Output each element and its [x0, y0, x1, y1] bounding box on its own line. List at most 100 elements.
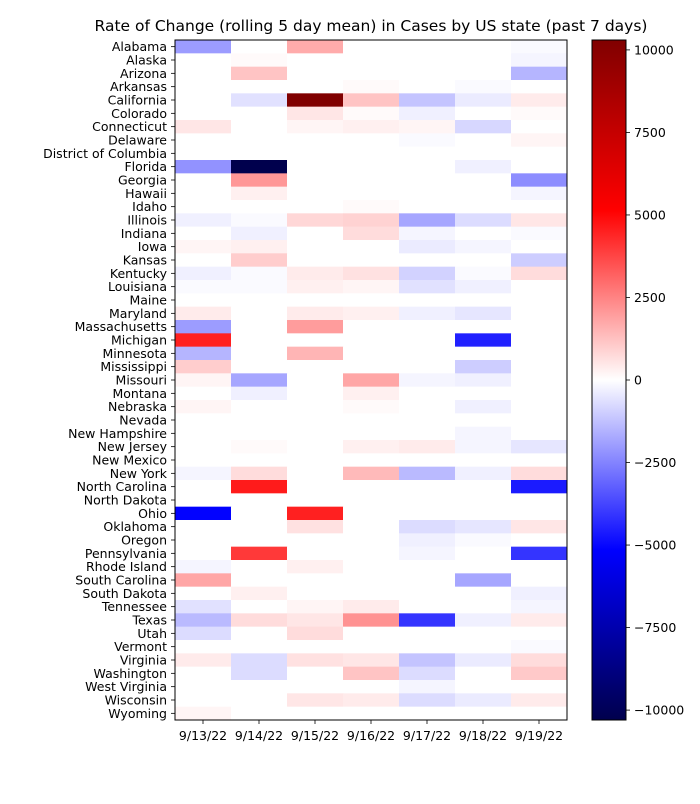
y-tick-label: Alabama	[112, 39, 167, 54]
heatmap-cell	[399, 160, 456, 174]
heatmap-cell	[399, 680, 456, 694]
y-tick-label: Florida	[124, 159, 167, 174]
y-tick-label: Wyoming	[108, 706, 167, 721]
y-tick-label: South Carolina	[75, 573, 167, 588]
heatmap-cell	[511, 226, 568, 241]
heatmap-cell	[287, 106, 344, 121]
heatmap-cell	[399, 600, 456, 614]
heatmap-cell	[511, 213, 568, 227]
heatmap-cell	[455, 466, 512, 481]
heatmap-cell	[511, 306, 568, 321]
heatmap-cell	[343, 666, 400, 681]
heatmap-cell	[175, 53, 232, 67]
heatmap-cell	[175, 360, 232, 374]
heatmap-cell	[287, 573, 344, 587]
heatmap-cell	[511, 40, 568, 54]
heatmap-cell	[399, 66, 456, 81]
heatmap-cell	[511, 680, 568, 694]
heatmap-cell	[343, 146, 400, 161]
heatmap-cell	[231, 66, 288, 81]
heatmap-cell	[231, 80, 288, 94]
heatmap-cell	[287, 680, 344, 694]
heatmap-cell	[343, 573, 400, 587]
heatmap-cell	[231, 106, 288, 121]
y-tick-label: Colorado	[111, 106, 167, 121]
heatmap-cell	[343, 160, 400, 174]
heatmap-cell	[231, 573, 288, 587]
heatmap-cell	[399, 533, 456, 547]
heatmap-cell	[343, 453, 400, 467]
heatmap-cell	[399, 653, 456, 667]
heatmap-cell	[455, 40, 512, 54]
heatmap-cell	[511, 400, 568, 414]
heatmap-cell	[343, 480, 400, 494]
y-tick-label: Mississippi	[100, 359, 167, 374]
heatmap-cell	[231, 386, 288, 401]
y-tick-label: District of Columbia	[43, 146, 167, 161]
heatmap-cell	[231, 680, 288, 694]
heatmap-cell	[399, 280, 456, 294]
heatmap-cell	[231, 200, 288, 214]
heatmap-cell	[455, 706, 512, 721]
heatmap-cell	[231, 400, 288, 414]
heatmap-cell	[175, 640, 232, 654]
y-tick-label: Texas	[131, 613, 167, 628]
heatmap-cell	[399, 453, 456, 467]
y-tick-label: New Hampshire	[68, 426, 167, 441]
y-tick-label: Oklahoma	[103, 519, 167, 534]
heatmap-cell	[455, 653, 512, 667]
heatmap-cell	[455, 133, 512, 147]
x-tick-label: 9/13/22	[179, 728, 227, 743]
heatmap-cell	[399, 626, 456, 641]
heatmap-cell	[399, 40, 456, 54]
heatmap-cell	[343, 653, 400, 667]
heatmap-cell	[175, 413, 232, 427]
heatmap-cell	[175, 533, 232, 547]
heatmap-cell	[511, 666, 568, 681]
heatmap-cell	[511, 413, 568, 427]
heatmap-cell	[399, 293, 456, 307]
heatmap-cell	[511, 653, 568, 667]
y-tick-label: Maine	[129, 293, 167, 308]
heatmap-cell	[231, 93, 288, 107]
heatmap-cell	[175, 520, 232, 534]
heatmap-cell	[399, 146, 456, 161]
heatmap-cell	[231, 600, 288, 614]
y-tick-label: Iowa	[138, 239, 167, 254]
heatmap-cell	[343, 706, 400, 721]
heatmap-cell	[231, 653, 288, 667]
heatmap-cell	[343, 240, 400, 254]
heatmap-cell	[343, 293, 400, 307]
heatmap-cell	[399, 106, 456, 121]
heatmap-cell	[231, 426, 288, 441]
y-tick-label: Oregon	[121, 533, 167, 548]
heatmap-cell	[231, 280, 288, 294]
colorbar-tick-label: 10000	[634, 42, 674, 57]
heatmap-cell	[287, 640, 344, 654]
heatmap-cell	[455, 680, 512, 694]
y-tick-label: Michigan	[111, 333, 167, 348]
heatmap-cell	[343, 360, 400, 374]
x-tick-label: 9/18/22	[459, 728, 507, 743]
heatmap-cell	[511, 146, 568, 161]
y-tick-label: Rhode Island	[86, 559, 167, 574]
heatmap-cell	[287, 506, 344, 521]
y-tick-label: Idaho	[132, 199, 167, 214]
y-tick-label: California	[108, 93, 167, 108]
heatmap-cell	[399, 426, 456, 441]
heatmap-cell	[175, 120, 232, 134]
y-tick-label: Wisconsin	[105, 693, 167, 708]
heatmap-cell	[287, 133, 344, 147]
x-tick-label: 9/14/22	[235, 728, 283, 743]
heatmap-cell	[511, 66, 568, 81]
heatmap-cell	[511, 333, 568, 347]
heatmap-cell	[455, 66, 512, 81]
heatmap-cell	[455, 560, 512, 574]
heatmap-cell	[231, 360, 288, 374]
heatmap-cell	[343, 560, 400, 574]
y-tick-label: Nevada	[119, 413, 167, 428]
heatmap-cell	[231, 640, 288, 654]
heatmap-cell	[175, 160, 232, 174]
heatmap-cell	[343, 533, 400, 547]
